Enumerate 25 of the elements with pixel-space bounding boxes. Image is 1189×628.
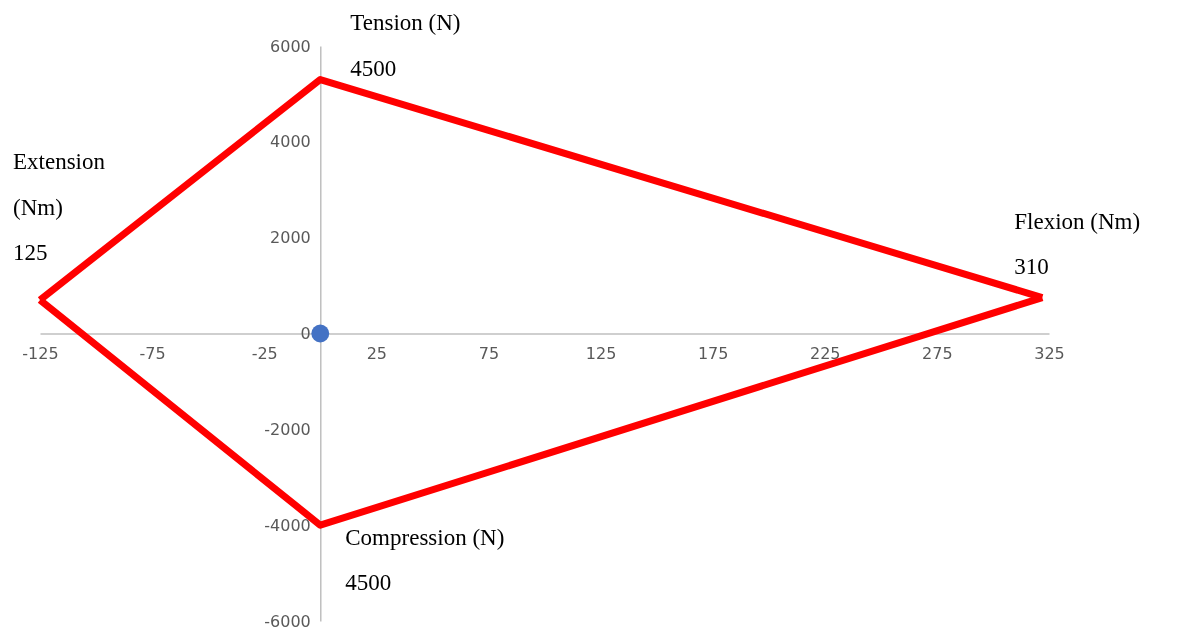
y-tick-label: 4000 xyxy=(270,132,311,152)
annotation: Flexion (Nm) xyxy=(1014,208,1141,234)
x-tick-label: -25 xyxy=(251,344,278,363)
y-tick-label: 6000 xyxy=(270,36,311,56)
x-tick-label: 275 xyxy=(922,344,953,363)
y-tick-label: -6000 xyxy=(264,611,311,628)
y-tick-label: 2000 xyxy=(270,228,311,248)
y-tick-label: -4000 xyxy=(264,515,311,535)
x-tick-label: 175 xyxy=(697,344,729,363)
annotation: 310 xyxy=(1014,253,1049,279)
annotation: 4500 xyxy=(345,570,392,596)
annotation: 4500 xyxy=(350,55,397,81)
annotation: 125 xyxy=(13,239,48,265)
x-tick-label: -125 xyxy=(22,344,59,363)
x-tick-label: 75 xyxy=(478,344,500,363)
x-tick-label: 225 xyxy=(810,344,841,363)
y-tick-label: 0 xyxy=(300,324,311,343)
x-tick-label: -75 xyxy=(139,344,166,363)
x-tick-label: 325 xyxy=(1034,344,1065,363)
x-tick-label: 25 xyxy=(366,344,388,363)
annotation: Compression (N) xyxy=(345,525,505,551)
annotation: Tension (N) xyxy=(350,9,461,35)
annotation: Extension (Nm) xyxy=(13,149,106,220)
y-tick-label: -2000 xyxy=(264,419,311,439)
x-tick-label: 125 xyxy=(585,344,617,363)
